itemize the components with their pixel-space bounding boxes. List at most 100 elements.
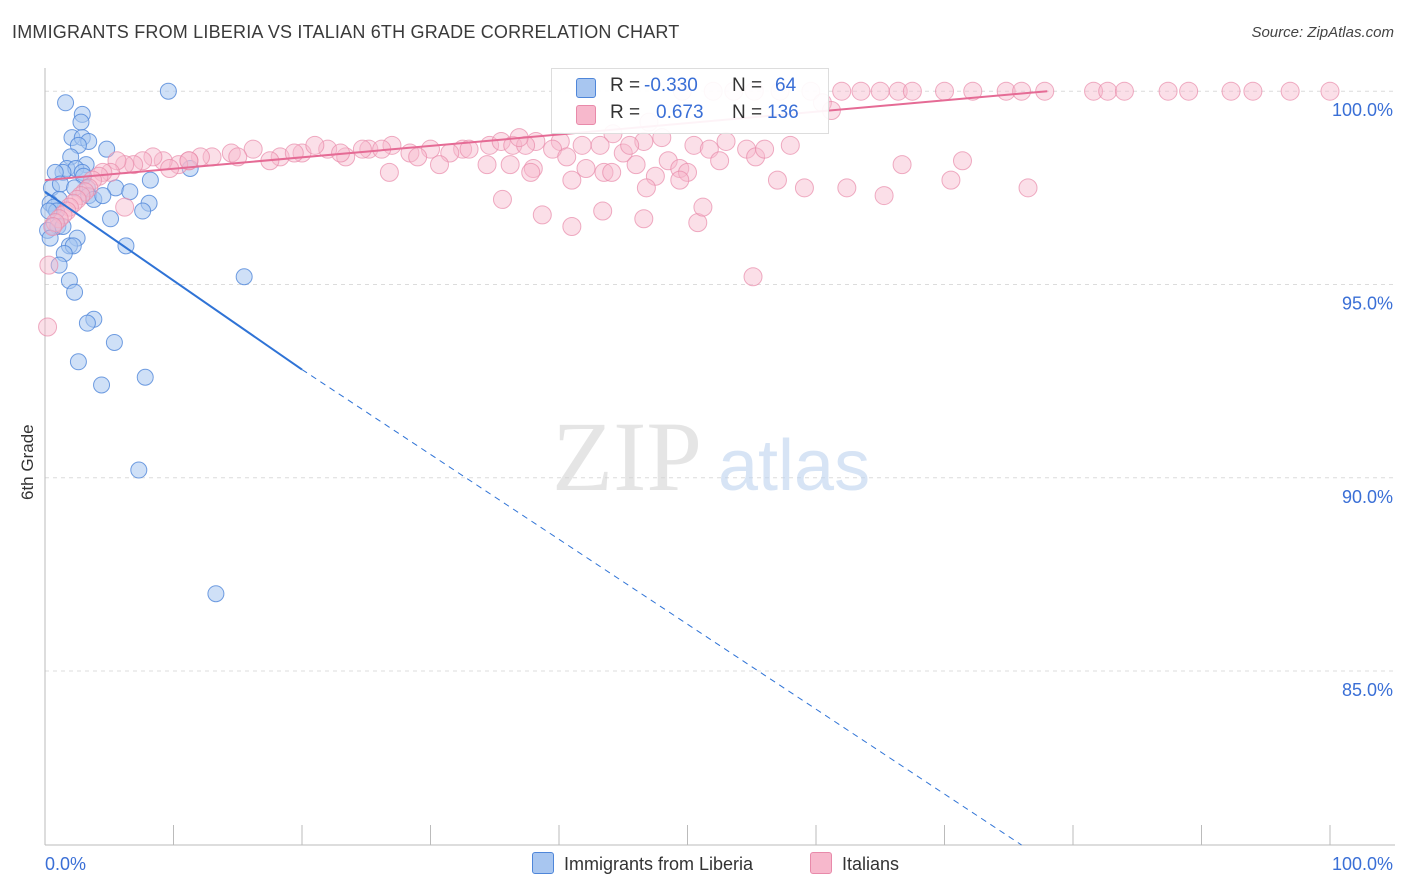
x-tick-label-min: 0.0% [45, 854, 86, 874]
italian-point [521, 162, 541, 182]
italian-point [228, 147, 248, 167]
legend-n-label: N = [732, 75, 763, 96]
italian-point [1084, 81, 1104, 101]
italian-point [963, 81, 983, 101]
italian-point [43, 216, 63, 236]
italian-point [593, 201, 613, 221]
italian-point [352, 139, 372, 159]
liberia-point [102, 210, 120, 228]
liberia-point [134, 202, 152, 220]
liberia-point [98, 140, 116, 158]
bottom-legend-italian: Italians [810, 852, 899, 875]
italian-point [57, 201, 77, 221]
italian-point [935, 81, 954, 101]
italian-point [453, 139, 473, 159]
italian-point [634, 209, 654, 229]
italian-point [38, 317, 58, 337]
italian-point [459, 139, 479, 159]
italian-point [1114, 81, 1134, 101]
liberia-point [57, 94, 75, 112]
watermark-atlas: atlas [718, 426, 870, 506]
italian-point [658, 151, 678, 171]
italian-point [107, 151, 127, 171]
bottom-legend-liberia: Immigrants from Liberia [532, 852, 753, 875]
trend-lines [44, 90, 1048, 846]
bottom-legend-label-italian: Italians [842, 854, 900, 874]
x-tick-label-max: 100.0% [1332, 854, 1393, 874]
italian-point [870, 81, 890, 101]
italian-point [1320, 81, 1340, 101]
liberia-point [121, 183, 139, 201]
italian-point [716, 131, 736, 151]
bottom-legend-swatch-italian [810, 852, 832, 874]
italian-point [874, 186, 894, 206]
italian-point [491, 131, 511, 151]
italian-point [477, 155, 497, 175]
liberia-point [93, 376, 111, 394]
italian-point [408, 147, 428, 167]
italian-point [590, 135, 610, 155]
y-tick-label: 95.0% [1342, 293, 1393, 313]
liberia-point [159, 82, 177, 100]
italian-point [902, 81, 922, 101]
legend-n-value-italian: 136 [767, 102, 799, 123]
italian-point [743, 267, 763, 287]
italian-point [75, 182, 95, 202]
liberia-point [235, 268, 253, 286]
italian-point [71, 186, 91, 206]
italian-point [101, 162, 121, 182]
italian-point [1158, 81, 1178, 101]
italian-point [892, 155, 912, 175]
chart-source: Source: ZipAtlas.com [1251, 24, 1394, 41]
italian-point [379, 162, 399, 182]
liberia-point [50, 256, 68, 274]
italian-point [693, 197, 713, 217]
italian-point [1179, 81, 1199, 101]
legend-r-value-liberia: -0.330 [644, 75, 698, 96]
legend-swatch-liberia [576, 78, 596, 98]
italian-point [179, 151, 199, 171]
italian-trend-line [44, 90, 1048, 182]
italian-point [305, 135, 325, 155]
watermark-zip: ZIP [552, 401, 702, 512]
correlation-legend: R = -0.330 N = 64 R = 0.673 N = 136 [551, 68, 829, 134]
italian-point [500, 155, 520, 175]
liberia-trend-extension [301, 369, 1022, 846]
legend-r-label: R = [610, 102, 641, 123]
liberia-point [207, 585, 225, 603]
italian-point [602, 162, 622, 182]
y-tick-label: 90.0% [1342, 487, 1393, 507]
italian-point [780, 135, 800, 155]
liberia-point [78, 314, 96, 332]
italian-point [594, 162, 614, 182]
italian-point [49, 209, 69, 229]
liberia-point [94, 187, 112, 205]
italian-point [562, 216, 582, 236]
italian-point [576, 159, 596, 179]
italian-point [532, 205, 552, 225]
italian-point [492, 189, 512, 209]
liberia-point [72, 113, 90, 131]
italian-point [755, 139, 775, 159]
italian-point [1098, 81, 1118, 101]
italian-point [562, 170, 582, 190]
liberia-point [105, 333, 123, 351]
liberia-points [39, 82, 253, 603]
y-tick-label: 100.0% [1332, 100, 1393, 120]
italian-point [620, 135, 640, 155]
italian-point [710, 151, 730, 171]
italian-point [767, 170, 787, 190]
legend-r-label: R = [610, 75, 641, 96]
italian-point [270, 147, 290, 167]
italian-point [688, 213, 708, 233]
tick-labels: 100.0% 95.0% 90.0% 85.0% 0.0% 100.0% [45, 100, 1393, 874]
italian-point [794, 178, 814, 198]
italian-point [952, 151, 972, 171]
italian-point [39, 255, 59, 275]
italian-point [115, 197, 135, 217]
italian-point [684, 135, 704, 155]
italian-point [832, 81, 852, 101]
italian-point [1221, 81, 1241, 101]
y-axis-title-wrap: 6th Grade [18, 424, 40, 620]
